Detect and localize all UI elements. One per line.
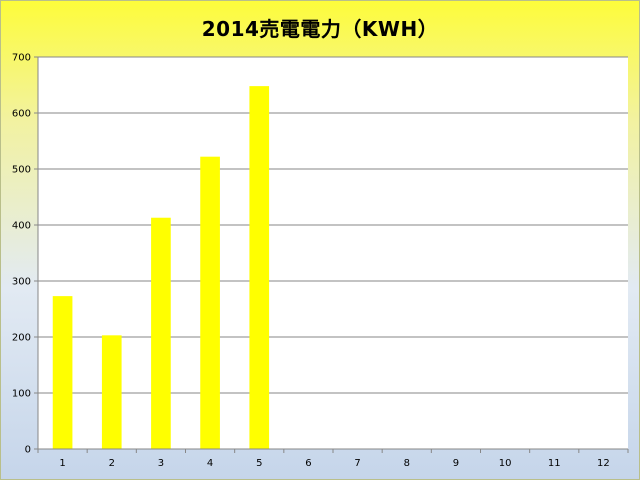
x-tick-label: 6 [305,458,311,469]
x-tick-label: 5 [256,458,262,469]
bar-5 [249,86,270,450]
x-tick-label: 12 [597,458,610,469]
y-tick-label: 600 [12,109,31,120]
y-tick-label: 500 [12,165,31,176]
bar-2 [101,335,122,449]
bars [52,86,270,450]
x-tick-label: 7 [354,458,360,469]
bar-4 [200,156,220,449]
bar-3 [151,217,171,449]
gridlines [38,56,628,394]
plot-area [38,57,628,449]
bar-1 [52,296,73,449]
x-tick-label: 11 [548,458,561,469]
chart-title: 2014売電電力（KWH） [201,17,439,41]
x-tick-label: 8 [404,458,410,469]
y-tick-label: 400 [12,221,31,232]
x-tick-label: 2 [109,458,115,469]
y-tick-label: 300 [12,277,31,288]
x-tick-label: 4 [207,458,213,469]
y-tick-label: 100 [12,389,31,400]
x-tick-labels: 1 2 3 4 5 6 7 8 9 10 11 12 [37,449,629,469]
x-tick-label: 10 [499,458,512,469]
y-tick-label: 700 [12,53,31,64]
x-tick-label: 9 [453,458,459,469]
x-tick-label: 3 [158,458,164,469]
y-tick-label: 200 [12,333,31,344]
x-tick-label: 1 [59,458,65,469]
y-tick-labels: 0 100 200 300 400 500 600 700 [12,53,38,456]
y-tick-label: 0 [25,445,31,456]
